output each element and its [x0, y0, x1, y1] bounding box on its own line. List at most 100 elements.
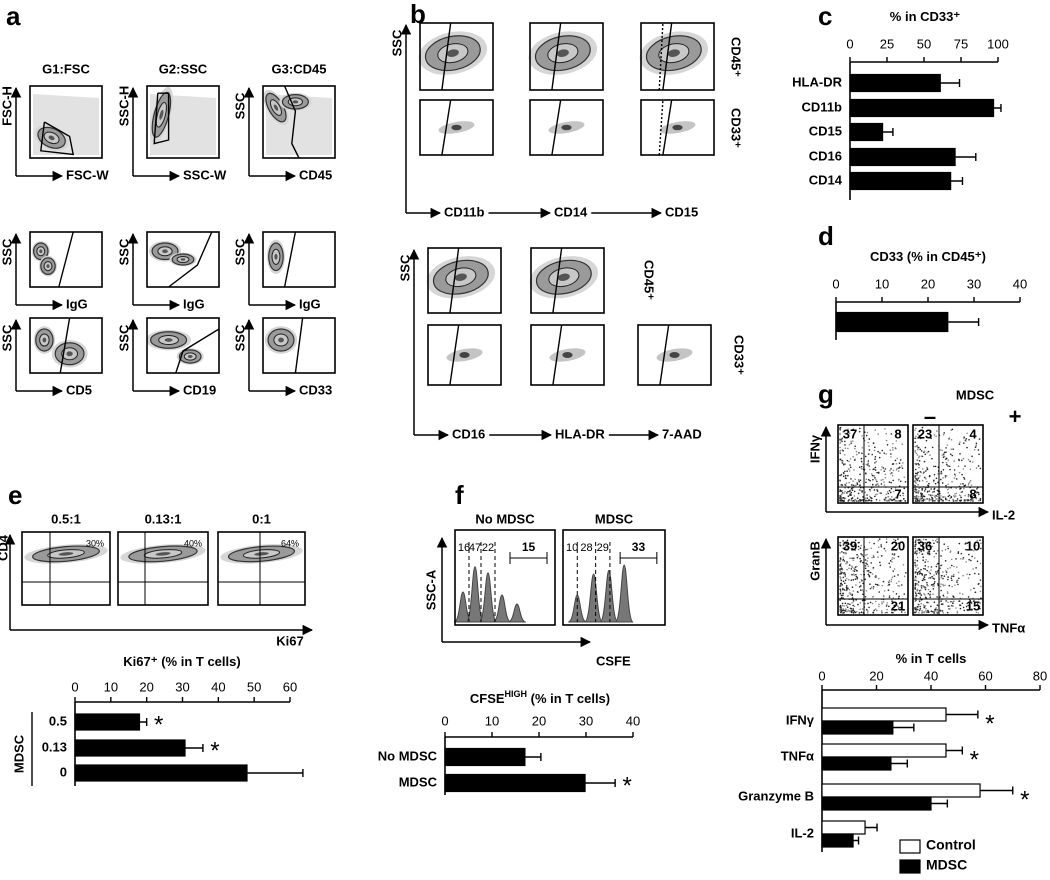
- event-dot: [927, 560, 929, 563]
- density: [454, 273, 467, 281]
- event-dot: [889, 469, 891, 472]
- event-dot: [934, 539, 937, 542]
- event-dot: [857, 478, 860, 481]
- row-label: CD45⁺: [729, 37, 744, 77]
- event-dot: [936, 493, 939, 495]
- gate: [552, 247, 563, 314]
- event-dot: [854, 566, 857, 568]
- event-dot: [881, 584, 884, 587]
- event-dot: [882, 601, 885, 603]
- x-tick-label: 30: [579, 713, 593, 728]
- event-dot: [895, 582, 898, 585]
- y-axis-label: SSC: [232, 238, 247, 265]
- plot-frame: [529, 22, 604, 91]
- event-dot: [855, 584, 857, 586]
- event-dot: [962, 482, 964, 485]
- event-dot: [885, 541, 888, 544]
- error-bar: [585, 779, 616, 787]
- event-dot: [851, 593, 854, 596]
- event-dot: [916, 433, 919, 435]
- event-dot: [839, 496, 842, 498]
- quadrant-percent: 40%: [184, 538, 202, 548]
- event-dot: [925, 538, 927, 541]
- event-dot: [844, 474, 847, 477]
- event-dot: [935, 494, 937, 497]
- event-dot: [879, 561, 881, 564]
- event-dot: [898, 580, 900, 583]
- plot-frame: [912, 424, 984, 504]
- event-dot: [926, 611, 928, 614]
- event-dot: [842, 463, 845, 466]
- event-dot: [942, 583, 944, 586]
- event-dot: [918, 460, 921, 462]
- event-dot: [961, 473, 963, 476]
- event-dot: [886, 602, 889, 604]
- event-dot: [922, 538, 925, 541]
- event-dot: [958, 471, 961, 474]
- event-dot: [892, 442, 894, 445]
- event-dot: [954, 493, 956, 495]
- event-dot: [857, 555, 860, 557]
- event-dot: [860, 578, 863, 581]
- event-dot: [925, 607, 927, 610]
- event-dot: [947, 465, 949, 467]
- event-dot: [858, 541, 860, 544]
- event-dot: [960, 552, 963, 555]
- event-dot: [891, 472, 893, 474]
- event-dot: [850, 568, 853, 570]
- event-dot: [844, 444, 847, 446]
- event-dot: [846, 568, 848, 571]
- event-dot: [925, 470, 927, 472]
- event-dot: [932, 583, 934, 586]
- event-dot: [923, 498, 926, 501]
- event-dot: [850, 611, 853, 614]
- density: [254, 552, 269, 556]
- event-dot: [923, 578, 926, 581]
- event-dot: [890, 578, 893, 581]
- event-dot: [876, 551, 879, 553]
- event-dot: [865, 589, 868, 592]
- event-dot: [859, 427, 861, 430]
- histogram-peak: [614, 564, 634, 623]
- event-dot: [922, 547, 925, 550]
- event-dot: [839, 560, 841, 562]
- event-dot: [917, 611, 920, 614]
- event-dot: [898, 462, 901, 465]
- event-dot: [971, 555, 973, 558]
- event-dot: [949, 608, 951, 610]
- event-dot: [923, 567, 925, 570]
- event-dot: [914, 451, 917, 453]
- event-dot: [955, 558, 957, 560]
- category-label: CD14: [809, 172, 843, 187]
- density: [66, 351, 73, 357]
- event-dot: [860, 573, 862, 576]
- event-dot: [967, 494, 970, 497]
- event-dot: [926, 569, 929, 572]
- event-dot: [950, 496, 953, 499]
- event-dot: [958, 458, 960, 461]
- event-dot: [839, 565, 841, 567]
- event-dot: [919, 592, 921, 594]
- event-dot: [897, 584, 899, 587]
- event-dot: [854, 430, 857, 433]
- event-dot: [930, 605, 932, 608]
- event-dot: [963, 487, 965, 490]
- category-label: MDSC: [399, 774, 438, 789]
- x-axis-label: CD11b: [444, 204, 485, 219]
- event-dot: [867, 453, 870, 455]
- event-dot: [958, 443, 961, 445]
- event-dot: [956, 581, 958, 583]
- event-dot: [848, 460, 850, 463]
- event-dot: [842, 592, 844, 595]
- event-dot: [936, 541, 939, 543]
- x-axis-label: SSC-W: [183, 167, 227, 182]
- event-dot: [970, 499, 972, 502]
- event-dot: [853, 610, 856, 613]
- event-dot: [848, 481, 850, 484]
- event-dot: [899, 433, 901, 435]
- event-dot: [856, 553, 858, 556]
- event-dot: [890, 456, 892, 458]
- event-dot: [895, 462, 898, 465]
- event-dot: [979, 498, 982, 500]
- event-dot: [888, 596, 891, 598]
